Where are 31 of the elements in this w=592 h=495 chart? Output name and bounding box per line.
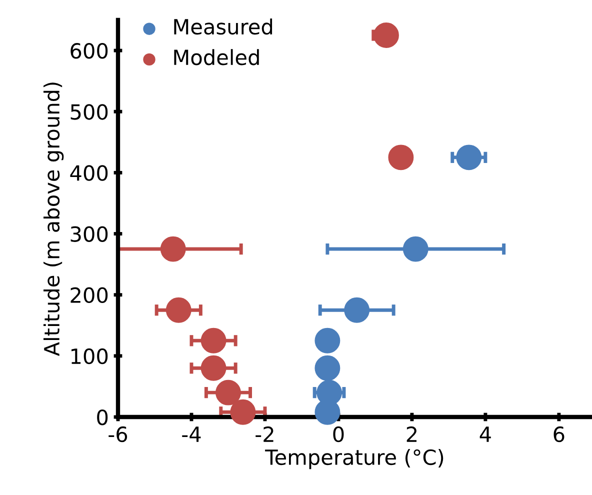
legend-label: Measured: [174, 18, 272, 35]
y-tick-label: 400: [70, 165, 108, 181]
y-tick-label: 200: [70, 287, 108, 304]
point: [374, 22, 399, 48]
point: [200, 355, 226, 381]
point: [456, 144, 482, 170]
point: [344, 297, 370, 323]
x-tick-label: 0: [333, 426, 344, 442]
y-axis-title: Altitude (m above ground): [43, 82, 64, 356]
point: [314, 355, 340, 381]
point: [402, 236, 428, 262]
point: [314, 328, 340, 354]
point: [166, 297, 192, 323]
y-tick-label: 600: [70, 42, 108, 59]
point: [216, 380, 241, 406]
point: [230, 399, 256, 425]
point: [388, 144, 414, 170]
legend-label: Modeled: [174, 49, 259, 66]
x-tick-label: -4: [182, 426, 201, 442]
point: [160, 236, 186, 262]
y-tick-label: 300: [70, 226, 108, 242]
y-tick-label: 0: [97, 409, 108, 426]
y-tick-label: 100: [71, 348, 108, 364]
x-tick-label: -2: [256, 426, 274, 442]
x-tick-label: -6: [108, 426, 128, 442]
x-axis-title: Temperature (°C): [265, 448, 444, 470]
x-tick-label: 2: [406, 426, 416, 442]
x-tick-label: 4: [480, 426, 491, 442]
x-tick-label: 6: [554, 426, 564, 442]
point: [200, 328, 226, 354]
y-tick-label: 500: [70, 104, 108, 120]
